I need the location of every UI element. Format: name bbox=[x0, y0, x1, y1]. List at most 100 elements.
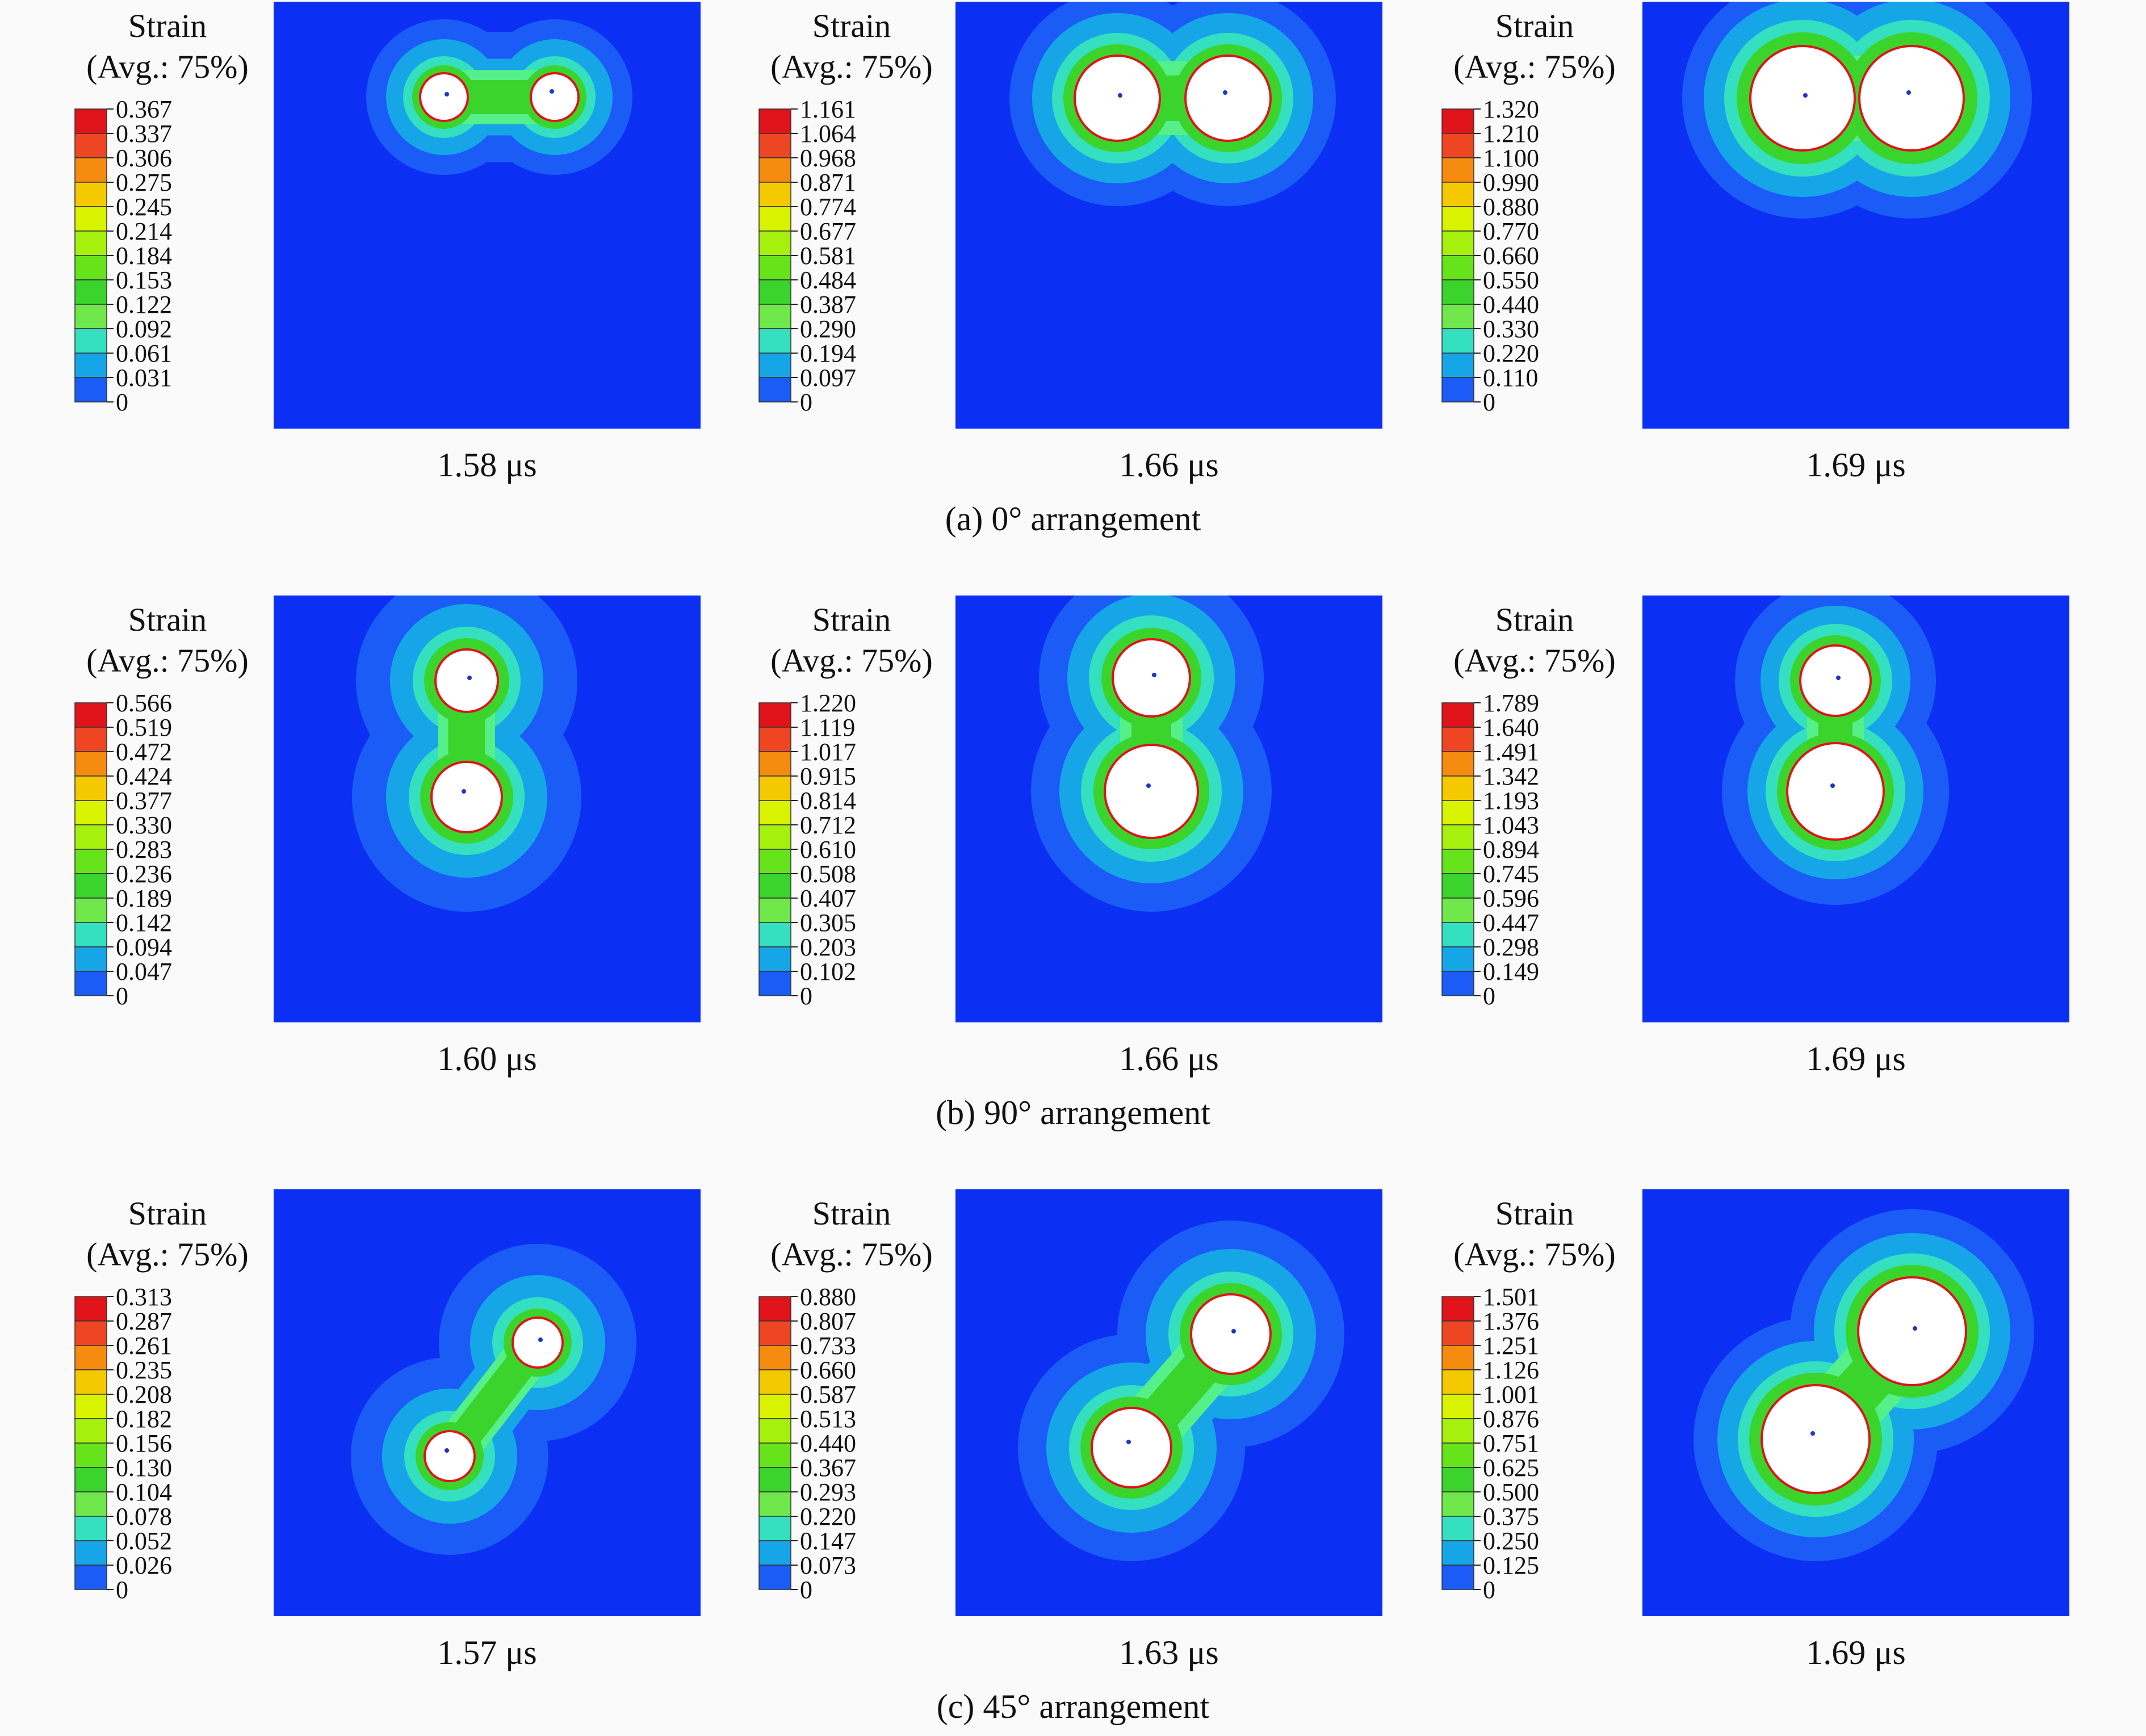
legend-tick-label: 0.337 bbox=[116, 120, 172, 148]
legend-band bbox=[74, 922, 107, 947]
legend-band bbox=[758, 279, 791, 305]
legend-tick-label: 0.733 bbox=[800, 1332, 856, 1360]
charge-point-marker bbox=[1906, 90, 1911, 95]
legend-tick-label: 0.424 bbox=[116, 762, 172, 790]
legend-tick-label: 0.625 bbox=[1483, 1454, 1539, 1482]
legend-tick-label: 0.052 bbox=[116, 1527, 172, 1555]
charge-point-marker bbox=[538, 1337, 543, 1342]
legend-band bbox=[74, 898, 107, 923]
legend-tick-label: 0.078 bbox=[116, 1503, 172, 1530]
legend-tick-label: 0.330 bbox=[1483, 315, 1539, 343]
legend-band bbox=[758, 1345, 791, 1370]
legend-band bbox=[758, 898, 791, 923]
legend-tick-label: 1.220 bbox=[800, 690, 856, 717]
legend-title: Strain (Avg.: 75%) bbox=[1441, 6, 1628, 87]
legend-band bbox=[74, 353, 107, 378]
legend-tick-label: 0.990 bbox=[1483, 169, 1539, 196]
legend-title-averaging: (Avg.: 75%) bbox=[1453, 48, 1616, 85]
borehole bbox=[1858, 45, 1965, 152]
legend-tick-label: 0.261 bbox=[116, 1332, 172, 1360]
legend-band bbox=[1441, 775, 1474, 801]
legend-title: Strain (Avg.: 75%) bbox=[758, 599, 945, 681]
legend-band bbox=[74, 328, 107, 354]
legend-band bbox=[1441, 751, 1474, 777]
legend-title-variable: Strain bbox=[1495, 7, 1574, 44]
legend-tick-label: 0 bbox=[116, 1576, 128, 1602]
legend-tick-label: 0.712 bbox=[800, 811, 856, 839]
charge-point-marker bbox=[1913, 1326, 1917, 1331]
legend-tick-label: 0.110 bbox=[1483, 364, 1538, 392]
legend-tick-label: 0 bbox=[1483, 388, 1495, 414]
legend-band bbox=[1441, 971, 1474, 996]
legend-tick-label: 1.376 bbox=[1483, 1307, 1539, 1335]
legend-tick-label: 0.250 bbox=[1483, 1527, 1539, 1555]
strain-contour-plot bbox=[274, 2, 701, 429]
row-caption: (c) 45° arrangement bbox=[936, 1688, 1210, 1725]
time-label: 1.58 μs bbox=[437, 446, 537, 484]
legend-tick-label: 0 bbox=[1483, 982, 1495, 1008]
charge-point-marker bbox=[467, 676, 472, 680]
legend-tick-label: 0.745 bbox=[1483, 860, 1539, 888]
color-legend: 1.5011.3761.2511.1261.0010.8760.7510.625… bbox=[1441, 1284, 1539, 1602]
legend-band bbox=[1441, 1467, 1474, 1492]
legend-band bbox=[1441, 255, 1474, 280]
legend-band bbox=[758, 800, 791, 825]
legend-tick-label: 0.610 bbox=[800, 836, 856, 863]
legend-tick-label: 0.313 bbox=[116, 1284, 172, 1311]
legend-title-variable: Strain bbox=[128, 1195, 207, 1232]
legend-band bbox=[1441, 824, 1474, 850]
legend-tick-label: 0.915 bbox=[800, 762, 856, 790]
legend-band bbox=[1441, 1418, 1474, 1444]
legend-band bbox=[1441, 328, 1474, 354]
legend-band bbox=[74, 279, 107, 305]
legend-band bbox=[74, 971, 107, 996]
legend-band bbox=[758, 946, 791, 972]
borehole bbox=[512, 1316, 564, 1369]
legend-band bbox=[74, 873, 107, 899]
legend-tick-label: 1.501 bbox=[1483, 1284, 1539, 1311]
legend-band bbox=[758, 206, 791, 232]
charge-point-marker bbox=[1810, 1431, 1815, 1436]
legend-tick-label: 0 bbox=[800, 1576, 812, 1602]
time-label: 1.69 μs bbox=[1806, 1040, 1906, 1077]
legend-band bbox=[758, 751, 791, 777]
legend-tick-label: 0.092 bbox=[116, 315, 172, 343]
legend-tick-label: 0.026 bbox=[116, 1552, 172, 1579]
legend-band bbox=[74, 800, 107, 825]
legend-tick-label: 0.236 bbox=[116, 860, 172, 888]
legend-tick-label: 0.508 bbox=[800, 860, 856, 888]
legend-band bbox=[758, 1516, 791, 1541]
legend-tick-label: 0.807 bbox=[800, 1307, 856, 1335]
legend-band bbox=[74, 1418, 107, 1444]
legend-band bbox=[1441, 1296, 1474, 1322]
legend-title-averaging: (Avg.: 75%) bbox=[86, 642, 249, 679]
legend-band bbox=[758, 230, 791, 256]
legend-band bbox=[1441, 946, 1474, 972]
legend-band bbox=[74, 377, 107, 402]
legend-band bbox=[1441, 727, 1474, 752]
legend-title-averaging: (Avg.: 75%) bbox=[770, 48, 933, 85]
legend-tick-label: 0.130 bbox=[116, 1454, 172, 1482]
legend-tick-label: 0.894 bbox=[1483, 836, 1539, 863]
legend-tick-label: 0.440 bbox=[800, 1429, 856, 1457]
legend-tick-label: 0.153 bbox=[116, 266, 172, 294]
borehole bbox=[1104, 744, 1199, 839]
legend-band bbox=[1441, 133, 1474, 158]
legend-tick-label: 0.377 bbox=[116, 787, 172, 815]
legend-tick-label: 0.184 bbox=[116, 242, 172, 270]
legend-title-variable: Strain bbox=[128, 601, 207, 638]
borehole bbox=[430, 761, 503, 833]
legend-tick-label: 0.220 bbox=[800, 1503, 856, 1530]
legend-tick-label: 1.161 bbox=[800, 97, 856, 123]
legend-band bbox=[758, 1565, 791, 1590]
legend-band bbox=[1441, 108, 1474, 134]
legend-tick-label: 0.814 bbox=[800, 787, 856, 815]
borehole bbox=[530, 72, 580, 122]
legend-band bbox=[758, 922, 791, 947]
legend-band bbox=[74, 1394, 107, 1419]
row-caption: (b) 90° arrangement bbox=[936, 1094, 1210, 1131]
legend-tick-label: 0.660 bbox=[800, 1356, 856, 1384]
legend-band bbox=[1441, 230, 1474, 256]
legend-band bbox=[74, 824, 107, 850]
strain-contour-plot bbox=[1642, 1189, 2069, 1616]
